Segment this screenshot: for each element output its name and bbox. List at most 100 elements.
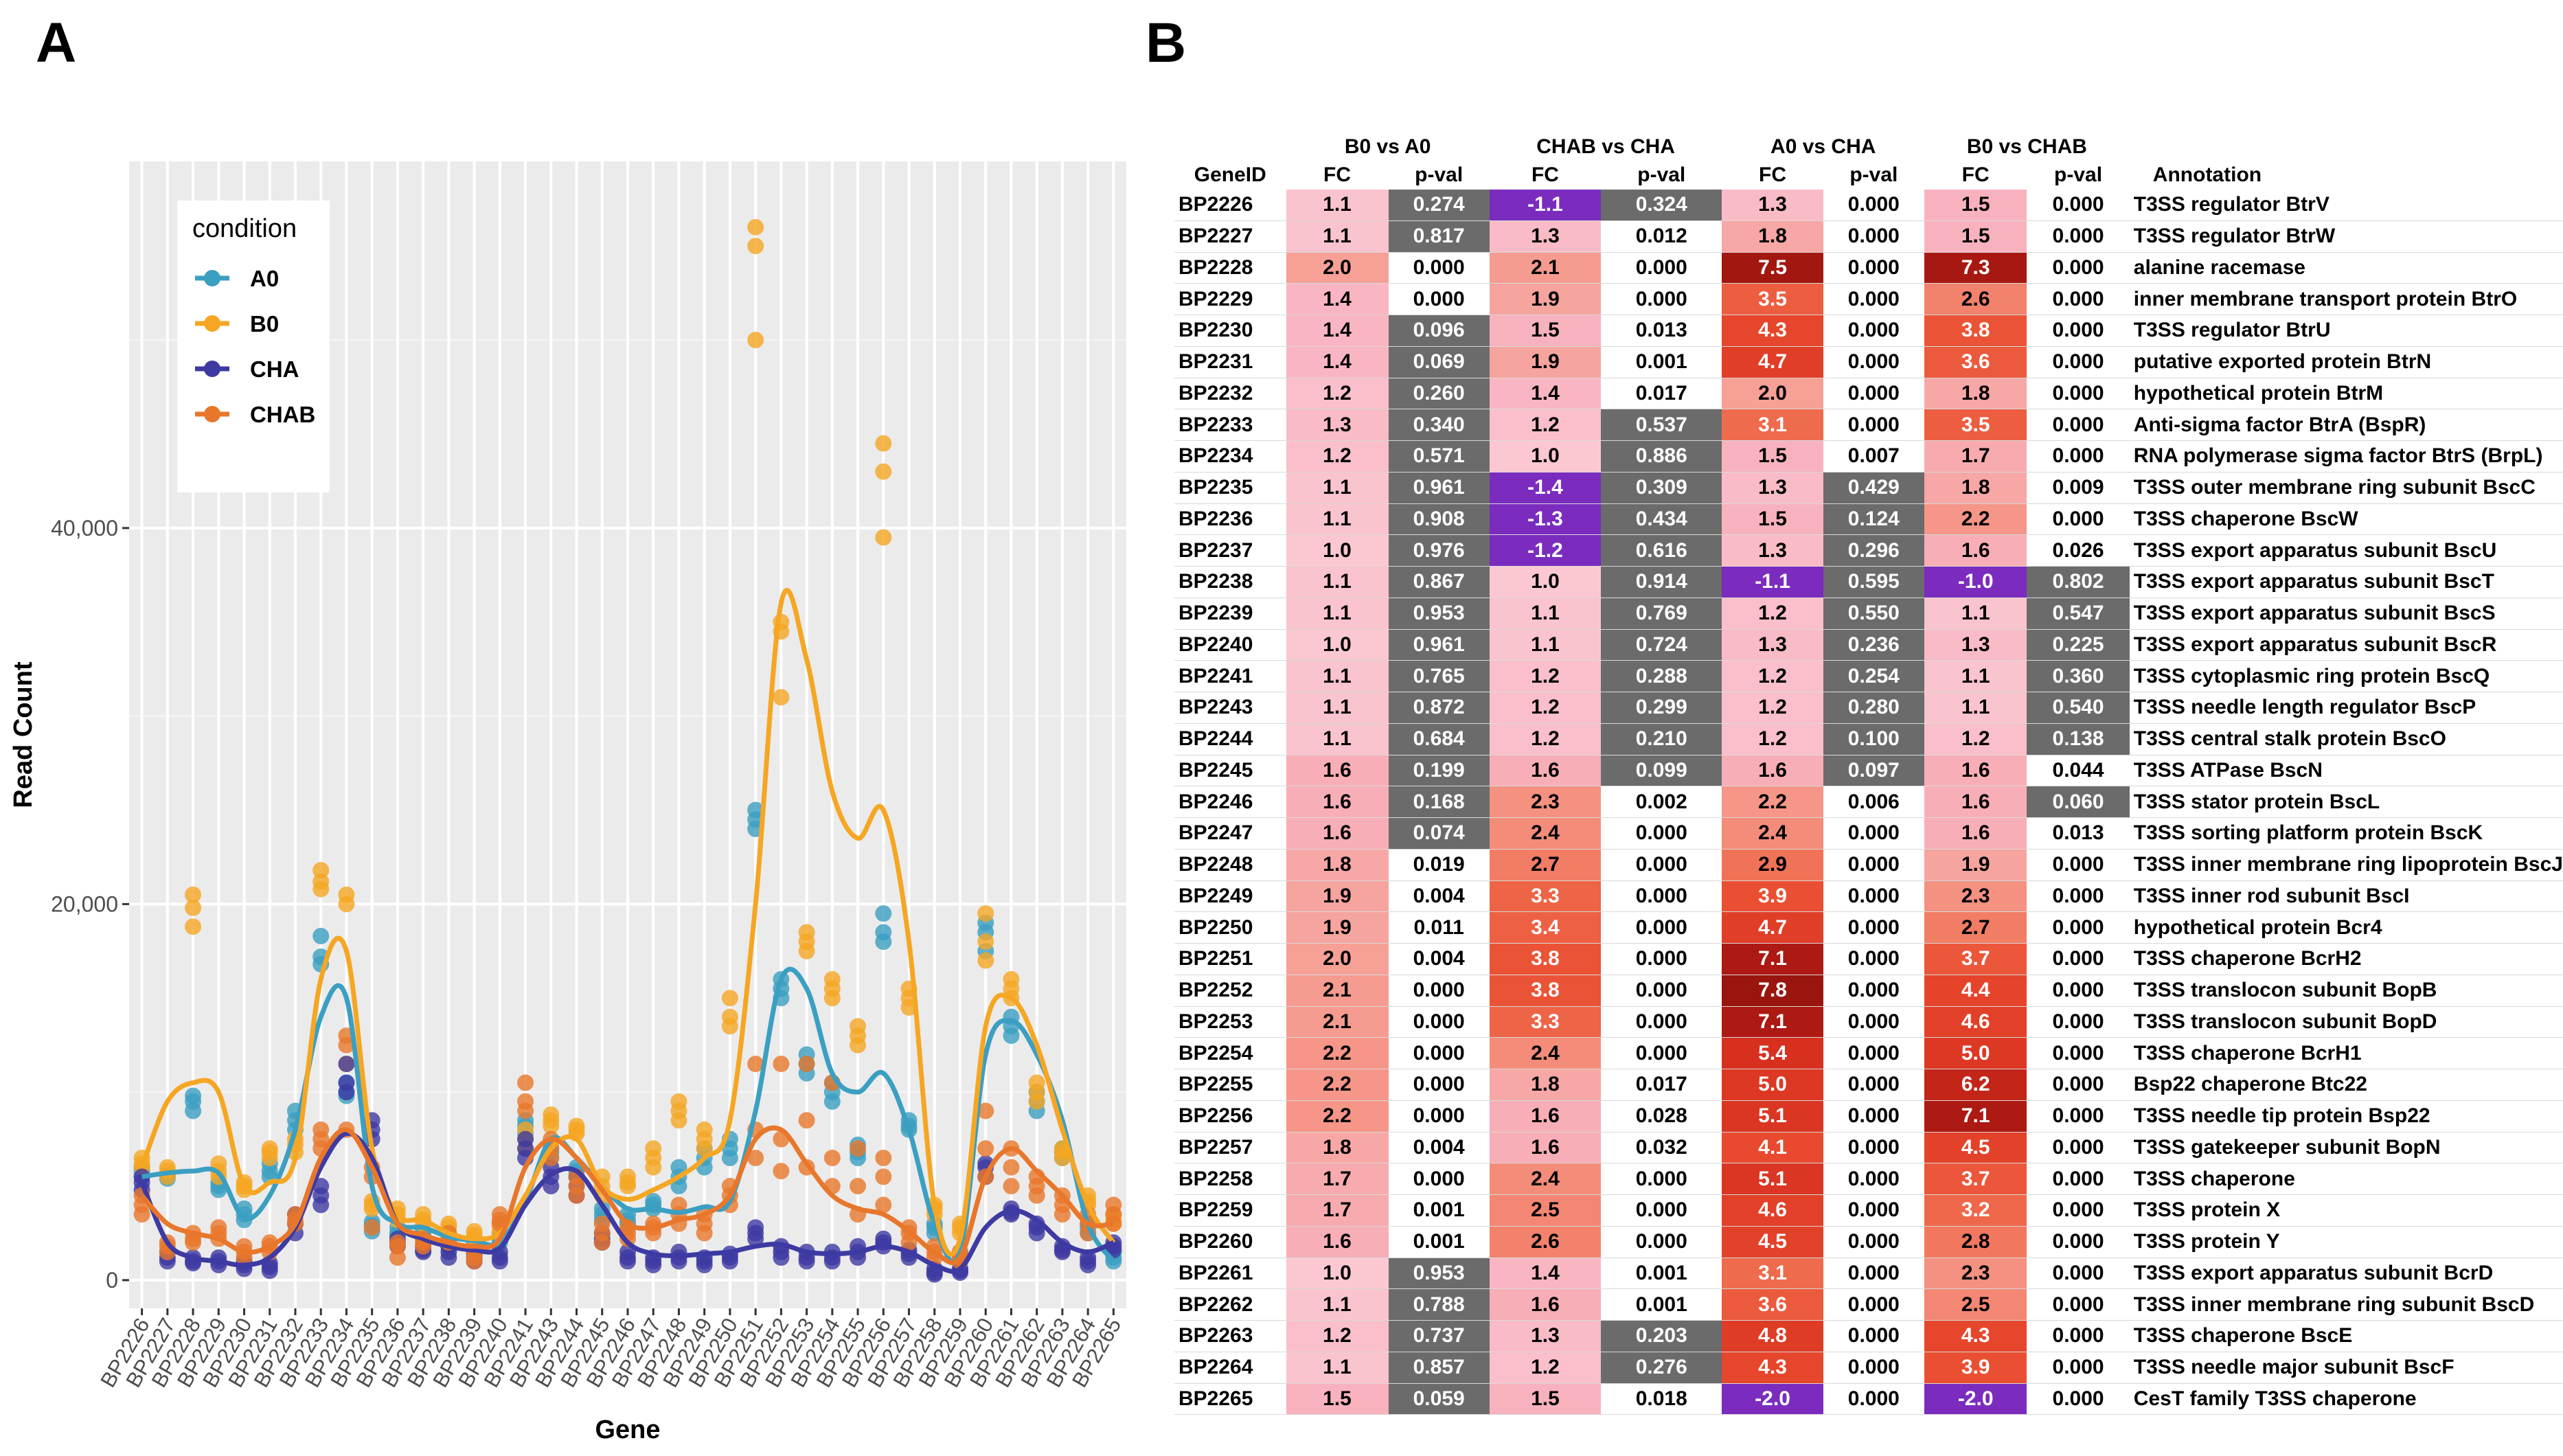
pval-cell: 0.000 bbox=[1823, 1037, 1925, 1069]
gene-id-cell: BP2259 bbox=[1174, 1194, 1286, 1227]
fc-cell: 1.3 bbox=[1722, 534, 1823, 567]
table-row: BP2228 2.0 0.000 2.1 0.000 7.5 0.000 7.3 0.000 al… bbox=[1174, 252, 2563, 284]
fc-cell: 3.1 bbox=[1722, 1258, 1823, 1290]
fc-cell: 1.0 bbox=[1286, 534, 1389, 567]
point-a0 bbox=[1003, 1027, 1020, 1045]
table-row: BP2260 1.6 0.001 2.6 0.000 4.5 0.000 2.8 0.000 T3… bbox=[1174, 1226, 2563, 1258]
fc-cell: 2.0 bbox=[1286, 252, 1389, 284]
fc-cell: 3.8 bbox=[1924, 315, 2027, 347]
point-cha bbox=[696, 1257, 713, 1274]
fc-cell: -1.2 bbox=[1489, 534, 1602, 567]
pval-cell: 0.100 bbox=[1823, 723, 1925, 755]
point-chab bbox=[977, 1140, 994, 1157]
col-header-fc: FC bbox=[1323, 163, 1351, 186]
fc-cell: 1.4 bbox=[1286, 283, 1389, 315]
pval-cell: 0.000 bbox=[1823, 346, 1925, 378]
fc-cell: 4.8 bbox=[1722, 1320, 1823, 1352]
point-b0 bbox=[721, 990, 738, 1007]
pval-cell: 0.908 bbox=[1388, 503, 1490, 536]
fc-cell: 1.5 bbox=[1722, 440, 1823, 473]
fc-cell: 1.1 bbox=[1286, 220, 1389, 253]
pval-cell: 0.168 bbox=[1388, 786, 1490, 818]
point-b0 bbox=[568, 1117, 585, 1135]
fc-cell: 3.1 bbox=[1722, 409, 1823, 441]
fc-cell: 4.5 bbox=[1722, 1226, 1823, 1258]
pval-cell: 0.203 bbox=[1601, 1320, 1722, 1352]
pval-cell: 0.000 bbox=[2027, 1258, 2130, 1290]
pval-cell: 0.000 bbox=[2027, 1006, 2130, 1038]
pval-cell: 0.000 bbox=[1601, 911, 1722, 944]
fc-cell: 1.4 bbox=[1286, 346, 1389, 378]
fc-cell: 1.0 bbox=[1489, 440, 1602, 473]
fc-cell: 1.3 bbox=[1489, 1320, 1602, 1352]
fc-cell: 3.7 bbox=[1924, 943, 2027, 975]
pval-cell: 0.000 bbox=[1601, 817, 1722, 850]
point-chab bbox=[517, 1074, 534, 1091]
fc-cell: 3.3 bbox=[1489, 880, 1602, 913]
fc-cell: 3.4 bbox=[1489, 911, 1602, 944]
pval-cell: 0.340 bbox=[1388, 409, 1490, 441]
pval-cell: 0.288 bbox=[1601, 660, 1722, 692]
fc-cell: 1.7 bbox=[1286, 1163, 1389, 1195]
fc-cell: 1.1 bbox=[1924, 660, 2027, 692]
fc-cell: 1.1 bbox=[1286, 472, 1389, 504]
pval-cell: 0.000 bbox=[1823, 1006, 1925, 1038]
table-row: BP2251 2.0 0.004 3.8 0.000 7.1 0.000 3.7 0.000 T3… bbox=[1174, 943, 2563, 975]
gene-id-cell: BP2263 bbox=[1174, 1320, 1286, 1352]
table-row: BP2264 1.1 0.857 1.2 0.276 4.3 0.000 3.9 0.000 T3… bbox=[1174, 1352, 2563, 1384]
pval-cell: 0.914 bbox=[1601, 566, 1722, 598]
pval-cell: 0.000 bbox=[1388, 1037, 1490, 1069]
pval-cell: 0.004 bbox=[1388, 880, 1490, 913]
pval-cell: 0.000 bbox=[2027, 1100, 2130, 1133]
pval-cell: 0.872 bbox=[1388, 692, 1490, 724]
fc-cell: 3.5 bbox=[1924, 409, 2027, 441]
table-row: BP2252 2.1 0.000 3.8 0.000 7.8 0.000 4.4 0.000 T3… bbox=[1174, 975, 2563, 1007]
gene-id-cell: BP2238 bbox=[1174, 566, 1286, 598]
pval-cell: 0.550 bbox=[1823, 598, 1925, 630]
fc-cell: 3.7 bbox=[1924, 1163, 2027, 1195]
pval-cell: 0.000 bbox=[2027, 283, 2130, 315]
table-row: BP2244 1.1 0.684 1.2 0.210 1.2 0.100 1.2 0.138 T3… bbox=[1174, 723, 2563, 755]
pval-cell: 0.765 bbox=[1388, 660, 1490, 692]
fc-cell: 2.1 bbox=[1286, 1006, 1389, 1038]
fc-cell: 1.2 bbox=[1722, 692, 1823, 724]
fc-cell: 3.9 bbox=[1924, 1352, 2027, 1384]
point-cha bbox=[312, 1196, 330, 1214]
pval-cell: 0.000 bbox=[1823, 849, 1925, 881]
col-header-pval: p-val bbox=[2054, 163, 2103, 186]
fc-cell: 2.1 bbox=[1286, 975, 1389, 1007]
pval-cell: 0.000 bbox=[2027, 346, 2130, 378]
annotation-cell: alanine racemase bbox=[2129, 252, 2563, 284]
pval-cell: 0.000 bbox=[2027, 1163, 2130, 1195]
pval-cell: 0.000 bbox=[1601, 1226, 1722, 1258]
point-chab bbox=[900, 1234, 918, 1251]
point-chab bbox=[1003, 1159, 1020, 1176]
pval-cell: 0.000 bbox=[1823, 1383, 1925, 1415]
pval-cell: 0.788 bbox=[1388, 1288, 1490, 1321]
point-chab bbox=[133, 1206, 150, 1223]
fc-cell: 1.2 bbox=[1489, 723, 1602, 755]
pval-cell: 0.199 bbox=[1388, 755, 1490, 787]
table-row: BP2254 2.2 0.000 2.4 0.000 5.4 0.000 5.0 0.000 T3… bbox=[1174, 1037, 2563, 1069]
pval-cell: 0.000 bbox=[2027, 1069, 2130, 1101]
point-b0 bbox=[747, 332, 764, 349]
point-chab bbox=[338, 1036, 355, 1054]
point-chab bbox=[389, 1238, 406, 1255]
annotation-cell: T3SS chaperone BcrH2 bbox=[2129, 943, 2563, 975]
legend-label-cha: CHA bbox=[250, 356, 299, 382]
fc-cell: 3.6 bbox=[1924, 346, 2027, 378]
legend-key-dot bbox=[204, 406, 220, 422]
pval-cell: 0.000 bbox=[2027, 849, 2130, 881]
pval-cell: 0.961 bbox=[1388, 472, 1490, 504]
pval-cell: 0.547 bbox=[2027, 598, 2130, 630]
point-b0 bbox=[338, 896, 355, 913]
annotation-cell: T3SS stator protein BscL bbox=[2129, 786, 2563, 818]
pval-cell: 0.000 bbox=[1823, 378, 1925, 410]
point-chab bbox=[747, 1056, 764, 1073]
pval-cell: 0.684 bbox=[1388, 723, 1490, 755]
fc-cell: 1.6 bbox=[1924, 755, 2027, 787]
fc-cell: 2.2 bbox=[1286, 1037, 1389, 1069]
point-cha bbox=[338, 1056, 355, 1073]
point-b0 bbox=[823, 990, 841, 1007]
point-cha bbox=[645, 1257, 662, 1274]
